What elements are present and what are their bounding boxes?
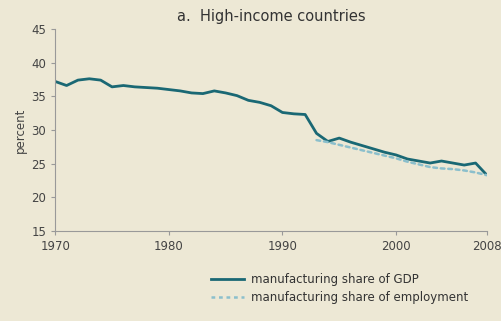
Legend: manufacturing share of GDP, manufacturing share of employment: manufacturing share of GDP, manufacturin… [210,273,467,304]
Y-axis label: percent: percent [14,107,27,153]
Title: a.  High-income countries: a. High-income countries [176,9,365,23]
